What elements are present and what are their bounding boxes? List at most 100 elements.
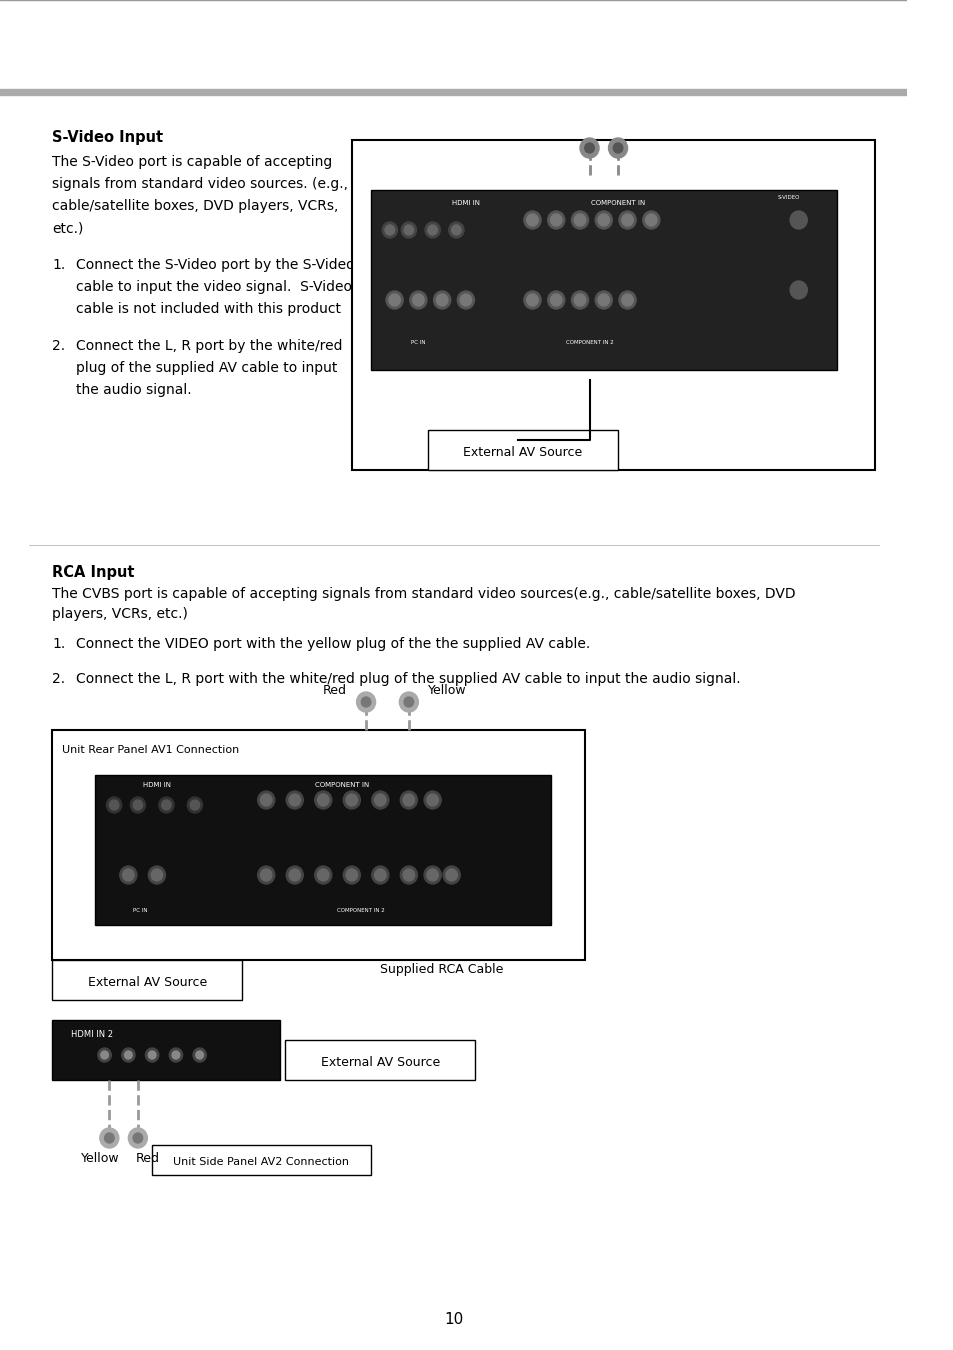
Circle shape (356, 693, 375, 711)
Circle shape (427, 794, 437, 806)
Circle shape (133, 1133, 143, 1143)
Circle shape (574, 294, 585, 306)
Circle shape (375, 869, 386, 882)
Circle shape (403, 869, 415, 882)
Bar (52, 730, 584, 960)
Circle shape (618, 292, 636, 309)
Circle shape (523, 211, 540, 230)
Circle shape (547, 211, 564, 230)
Circle shape (193, 1048, 206, 1062)
Circle shape (151, 869, 162, 882)
Circle shape (389, 294, 400, 306)
Circle shape (621, 294, 633, 306)
Circle shape (645, 215, 657, 225)
Circle shape (547, 292, 564, 309)
Circle shape (289, 794, 300, 806)
Circle shape (399, 693, 418, 711)
Circle shape (105, 1133, 114, 1143)
Text: Connect the VIDEO port with the yellow plug of the the supplied AV cable.: Connect the VIDEO port with the yellow p… (76, 637, 590, 651)
Circle shape (317, 794, 329, 806)
Bar (52, 960, 242, 1000)
Circle shape (123, 869, 134, 882)
Circle shape (145, 1048, 158, 1062)
Circle shape (122, 1048, 135, 1062)
Circle shape (372, 865, 389, 884)
Circle shape (195, 1052, 203, 1058)
Circle shape (346, 869, 357, 882)
Bar (152, 1145, 371, 1174)
Circle shape (456, 292, 474, 309)
Text: Connect the L, R port by the white/red: Connect the L, R port by the white/red (76, 339, 342, 352)
Circle shape (789, 211, 806, 230)
Circle shape (424, 865, 440, 884)
Text: PC IN: PC IN (133, 909, 148, 913)
Circle shape (187, 796, 202, 813)
Circle shape (385, 225, 395, 235)
Text: Yellow: Yellow (80, 1152, 119, 1165)
Circle shape (346, 794, 357, 806)
Circle shape (621, 215, 633, 225)
Circle shape (404, 225, 414, 235)
Text: cable is not included with this product: cable is not included with this product (76, 302, 341, 316)
Text: Red: Red (323, 683, 347, 697)
Circle shape (257, 791, 274, 809)
Text: HDMI IN: HDMI IN (452, 200, 479, 207)
Circle shape (260, 794, 272, 806)
Text: HDMI IN: HDMI IN (143, 782, 171, 788)
Text: S-VIDEO: S-VIDEO (778, 194, 800, 200)
Circle shape (459, 294, 471, 306)
Bar (0, 89, 906, 95)
Circle shape (595, 211, 612, 230)
Text: Red: Red (135, 1152, 159, 1165)
Circle shape (314, 791, 332, 809)
Circle shape (598, 215, 609, 225)
Circle shape (129, 1129, 147, 1148)
Circle shape (190, 801, 199, 810)
Text: players, VCRs, etc.): players, VCRs, etc.) (52, 608, 188, 621)
Bar (352, 140, 874, 470)
Circle shape (110, 801, 119, 810)
Circle shape (400, 865, 417, 884)
Text: The CVBS port is capable of accepting signals from standard video sources(e.g., : The CVBS port is capable of accepting si… (52, 587, 795, 601)
Circle shape (523, 292, 540, 309)
Circle shape (100, 1129, 119, 1148)
Text: cable to input the video signal.  S-Video: cable to input the video signal. S-Video (76, 279, 352, 294)
Circle shape (574, 215, 585, 225)
Circle shape (424, 791, 440, 809)
Circle shape (442, 865, 459, 884)
Circle shape (260, 869, 272, 882)
Circle shape (172, 1052, 179, 1058)
Circle shape (451, 225, 460, 235)
Text: Unit Side Panel AV2 Connection: Unit Side Panel AV2 Connection (173, 1157, 349, 1166)
Text: Connect the L, R port with the white/red plug of the supplied AV cable to input : Connect the L, R port with the white/red… (76, 672, 740, 686)
Text: PC IN: PC IN (411, 340, 425, 346)
Circle shape (101, 1052, 109, 1058)
Circle shape (436, 294, 447, 306)
Bar (428, 431, 618, 470)
Circle shape (343, 865, 360, 884)
Circle shape (382, 221, 397, 238)
Text: External AV Source: External AV Source (88, 976, 207, 988)
Circle shape (133, 801, 143, 810)
Circle shape (400, 791, 417, 809)
Circle shape (571, 292, 588, 309)
Text: COMPONENT IN: COMPONENT IN (590, 200, 644, 207)
Circle shape (613, 143, 622, 153)
Circle shape (550, 294, 561, 306)
Text: Cable Connections: Cable Connections (294, 40, 612, 69)
Circle shape (286, 865, 303, 884)
Circle shape (642, 211, 659, 230)
Circle shape (445, 869, 456, 882)
Circle shape (608, 138, 627, 158)
Circle shape (789, 281, 806, 298)
Circle shape (161, 801, 171, 810)
Circle shape (148, 1052, 155, 1058)
Circle shape (257, 865, 274, 884)
Bar (95, 775, 551, 925)
Text: 1.: 1. (52, 258, 66, 271)
Text: 10: 10 (443, 1312, 463, 1327)
Circle shape (317, 869, 329, 882)
Circle shape (375, 794, 386, 806)
Circle shape (550, 215, 561, 225)
Text: The S-Video port is capable of accepting: The S-Video port is capable of accepting (52, 155, 333, 169)
